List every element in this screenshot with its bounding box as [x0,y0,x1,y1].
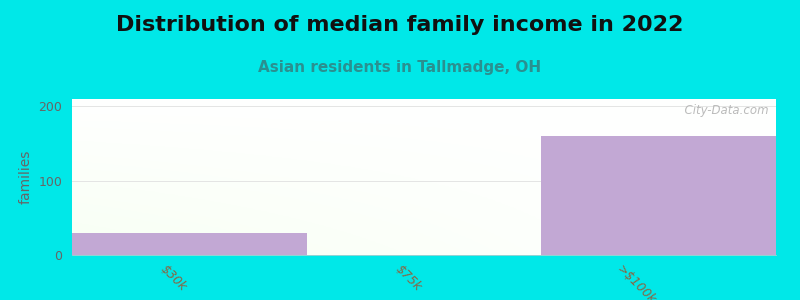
Text: City-Data.com: City-Data.com [678,104,769,117]
Bar [72,233,306,255]
Bar [542,136,776,255]
Text: Asian residents in Tallmadge, OH: Asian residents in Tallmadge, OH [258,60,542,75]
Text: Distribution of median family income in 2022: Distribution of median family income in … [116,15,684,35]
Y-axis label: families: families [19,150,33,204]
